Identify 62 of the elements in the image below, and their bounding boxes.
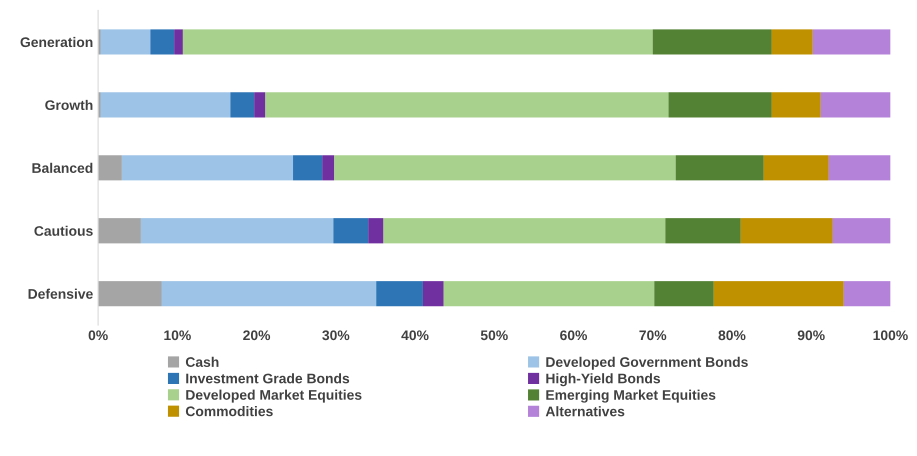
x-tick-label: 100%: [874, 330, 908, 340]
legend-label: Commodities: [186, 406, 273, 416]
x-tick-label: 70%: [639, 330, 666, 340]
bar: [182, 29, 653, 55]
bar: [832, 218, 890, 244]
x-tick-label: 90%: [798, 330, 825, 340]
legend-label: Developed Government Bonds: [546, 356, 748, 370]
y-tick-label: Defensive: [28, 288, 93, 299]
bar: [122, 155, 294, 180]
bar: [812, 29, 890, 55]
bar: [820, 92, 890, 118]
bar: [98, 281, 162, 306]
bar: [665, 218, 741, 244]
bar: [100, 29, 150, 55]
legend-label: Alternatives: [546, 406, 624, 416]
bar: [740, 218, 833, 244]
y-tick-label: Generation: [20, 36, 92, 48]
bar: [422, 281, 444, 306]
x-tick-label: 0%: [88, 330, 108, 340]
bar: [254, 92, 266, 118]
x-tick-label: 60%: [560, 330, 588, 340]
bar: [764, 155, 829, 180]
legend-label: Developed Market Equities: [186, 390, 362, 403]
bar: [828, 155, 890, 180]
y-tick-label: Growth: [45, 100, 92, 110]
bar: [150, 29, 174, 55]
bar: [174, 29, 183, 55]
bar: [98, 155, 122, 180]
x-tick-label: 20%: [243, 330, 270, 340]
bar: [376, 281, 423, 306]
bar: [444, 281, 654, 306]
legend-label: Emerging Market Equities: [546, 390, 716, 403]
bar: [334, 155, 676, 180]
bar: [140, 218, 334, 244]
bar: [844, 281, 890, 306]
bar: [772, 92, 821, 118]
bar: [676, 155, 764, 180]
bar: [668, 92, 772, 118]
bar: [293, 155, 322, 180]
x-tick-label: 50%: [480, 330, 508, 340]
x-tick-label: 10%: [164, 330, 191, 340]
bar: [368, 218, 384, 244]
x-tick-label: 40%: [401, 330, 429, 340]
bar: [652, 29, 772, 55]
bar: [265, 92, 669, 118]
y-tick-label: Cautious: [34, 226, 93, 236]
legend-label: Cash: [186, 356, 218, 367]
bar: [230, 92, 254, 118]
legend-label: Investment Grade Bonds: [186, 373, 350, 384]
bar: [383, 218, 666, 244]
x-tick-label: 80%: [718, 330, 746, 340]
bar: [162, 281, 376, 306]
bar: [100, 92, 230, 118]
bar: [714, 281, 844, 306]
y-tick-label: Balanced: [32, 162, 92, 173]
bar: [98, 218, 141, 244]
bar: [772, 29, 813, 55]
bar: [654, 281, 714, 306]
bar: [333, 218, 368, 244]
legend-label: High-Yield Bonds: [546, 373, 660, 386]
bar: [322, 155, 334, 180]
x-tick-label: 30%: [322, 330, 350, 340]
